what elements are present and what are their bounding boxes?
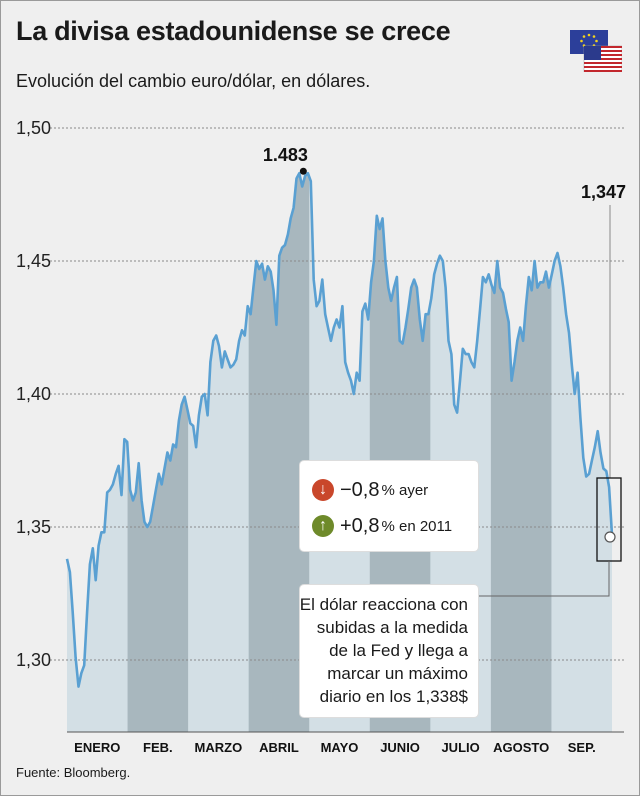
x-tick-label: MAYO bbox=[321, 740, 359, 755]
x-tick-label: JULIO bbox=[441, 740, 479, 755]
annotation-line: El dólar reacciona con bbox=[299, 595, 468, 614]
arrow-down-icon: ↓ bbox=[312, 479, 334, 501]
legend-down-value: −0,8 bbox=[340, 478, 380, 501]
last-value-label: 1,347 bbox=[581, 182, 626, 202]
x-tick-label: JUNIO bbox=[380, 740, 420, 755]
chart-subtitle: Evolución del cambio euro/dólar, en dóla… bbox=[16, 71, 371, 91]
month-band bbox=[490, 173, 552, 732]
source-note: Fuente: Bloomberg. bbox=[16, 765, 131, 780]
legend-up-suffix: % en 2011 bbox=[381, 517, 453, 535]
arrow-up-icon: ↑ bbox=[312, 515, 334, 537]
legend-down-suffix: % ayer bbox=[381, 481, 429, 499]
annotation-connector bbox=[478, 561, 610, 597]
legend-box: ↓ −0,8 % ayer ↑ +0,8 % en 2011 bbox=[300, 461, 478, 551]
peak-marker bbox=[299, 167, 307, 175]
legend-down-row: ↓ −0,8 % ayer bbox=[312, 477, 428, 503]
y-tick-label: 1,35 bbox=[16, 517, 51, 537]
x-tick-label: SEP. bbox=[568, 740, 596, 755]
annotation-text: El dólar reacciona con subidas a la medi… bbox=[298, 593, 468, 708]
legend-up-row: ↑ +0,8 % en 2011 bbox=[312, 513, 452, 539]
series-line bbox=[65, 171, 614, 688]
annotation-line: diario en los 1,338$ bbox=[319, 687, 468, 706]
annotation-line: subidas a la medida bbox=[316, 618, 468, 637]
annotation-line: de la Fed y llega a bbox=[329, 641, 468, 660]
y-tick-label: 1,45 bbox=[16, 251, 51, 271]
y-tick-label: 1,50 bbox=[16, 118, 51, 138]
annotation-line: marcar un máximo bbox=[327, 664, 468, 683]
x-tick-label: FEB. bbox=[143, 740, 173, 755]
flags bbox=[570, 30, 622, 72]
last-value-marker bbox=[604, 531, 616, 543]
us-flag-icon bbox=[583, 45, 622, 72]
chart-title: La divisa estadounidense se crece bbox=[16, 16, 451, 46]
x-tick-label: MARZO bbox=[195, 740, 243, 755]
month-band bbox=[188, 173, 250, 732]
month-band bbox=[67, 173, 129, 732]
peak-label: 1.483 bbox=[263, 145, 308, 165]
legend-up-value: +0,8 bbox=[340, 514, 380, 537]
x-tick-label: ENERO bbox=[74, 740, 120, 755]
x-tick-label: ABRIL bbox=[259, 740, 299, 755]
y-tick-label: 1,40 bbox=[16, 384, 51, 404]
annotation-box: El dólar reacciona con subidas a la medi… bbox=[300, 585, 478, 717]
x-tick-label: AGOSTO bbox=[493, 740, 549, 755]
y-tick-label: 1,30 bbox=[16, 650, 51, 670]
